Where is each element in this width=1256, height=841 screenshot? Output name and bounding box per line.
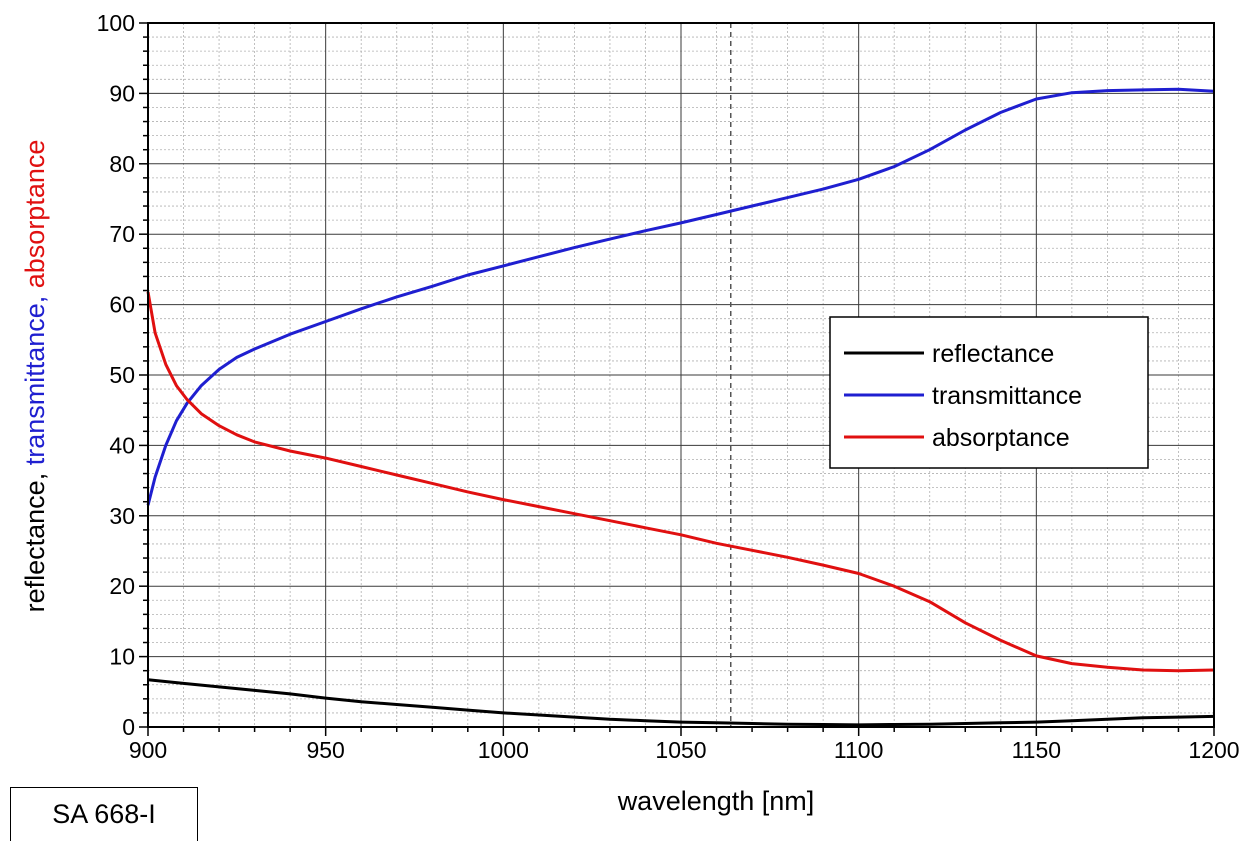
- y-tick-label: 60: [109, 292, 135, 318]
- legend-label-transmittance: transmittance: [932, 382, 1082, 410]
- legend-label-absorptance: absorptance: [932, 424, 1070, 452]
- legend-label-reflectance: reflectance: [932, 340, 1054, 368]
- y-tick-label: 10: [109, 644, 135, 670]
- y-axis-title-transmittance: transmittance,: [20, 288, 50, 465]
- y-tick-label: 100: [97, 10, 135, 36]
- x-tick-label: 1000: [478, 737, 529, 763]
- x-tick-labels: 900 950 1000 1050 1100 1150 1200: [129, 737, 1240, 763]
- y-tick-labels: 0 10 20 30 40 50 60 70 80 90 100: [97, 10, 135, 740]
- y-axis-title-absorptance: absorptance: [20, 140, 50, 289]
- y-axis-title-reflectance: reflectance,: [20, 465, 50, 612]
- y-tick-label: 20: [109, 573, 135, 599]
- x-axis-title: wavelength [nm]: [617, 786, 815, 816]
- y-tick-label: 70: [109, 221, 135, 247]
- y-tick-label: 90: [109, 80, 135, 106]
- y-tick-label: 0: [122, 714, 135, 740]
- y-tick-label: 80: [109, 151, 135, 177]
- x-tick-label: 1200: [1188, 737, 1239, 763]
- y-tick-label: 30: [109, 503, 135, 529]
- x-tick-label: 950: [306, 737, 344, 763]
- x-tick-label: 1100: [834, 737, 883, 763]
- y-tick-label: 50: [109, 362, 135, 388]
- y-axis-title: reflectance, transmittance, absorptance: [20, 140, 50, 613]
- x-tick-label: 1050: [655, 737, 706, 763]
- y-tick-label: 40: [109, 432, 135, 458]
- sample-label: SA 668-I: [10, 787, 198, 841]
- x-tick-label: 900: [129, 737, 167, 763]
- x-tick-label: 1150: [1012, 737, 1061, 763]
- legend: reflectance transmittance absorptance: [830, 317, 1148, 468]
